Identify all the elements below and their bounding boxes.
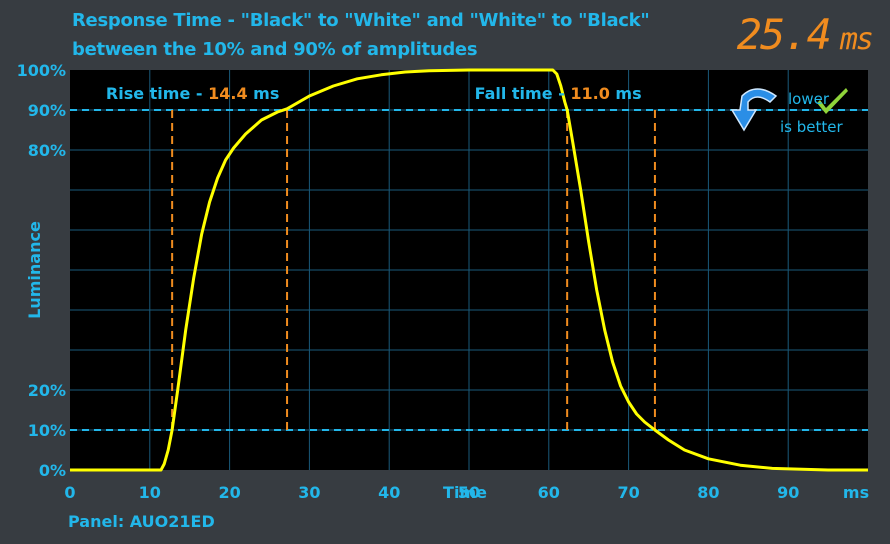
- x-axis-label: Time: [443, 483, 487, 502]
- transition-markers: [171, 110, 656, 430]
- x-tick-label: 30: [298, 483, 320, 502]
- chart-title-line-2: between the 10% and 90% of amplitudes: [72, 39, 478, 60]
- fall-time-value: 11.0: [570, 84, 609, 103]
- y-tick-label: 100%: [17, 61, 66, 80]
- rise-time-label: Rise time -: [106, 84, 208, 103]
- lower-is-better-badge: lower is better: [730, 88, 848, 136]
- luminance-curve: [70, 68, 868, 472]
- x-tick-label: 60: [538, 483, 560, 502]
- chart-title-line-1: Response Time - "Black" to "White" and "…: [72, 10, 650, 31]
- y-tick-label: 90%: [28, 101, 66, 120]
- x-tick-label: 10: [139, 483, 161, 502]
- x-tick-label: 40: [378, 483, 400, 502]
- fall-time-label: Fall time -: [475, 84, 571, 103]
- x-tick-label: 0: [64, 483, 75, 502]
- y-axis-ticks: 0% 10% 20% 80% 90% 100%: [17, 61, 66, 480]
- total-response-value: 25.4: [736, 10, 832, 59]
- y-axis-label: Luminance: [25, 221, 44, 319]
- y-tick-label: 0%: [39, 461, 66, 480]
- x-tick-label: 50: [458, 483, 480, 502]
- x-tick-label: 80: [697, 483, 719, 502]
- x-tick-label: 20: [218, 483, 240, 502]
- y-tick-label: 10%: [28, 421, 66, 440]
- x-axis-unit: ms: [843, 483, 869, 502]
- x-tick-label: 70: [617, 483, 639, 502]
- fall-time-annotation: Fall time - 11.0 ms: [475, 84, 642, 103]
- badge-line-1: lower: [788, 90, 830, 108]
- x-tick-label: 90: [777, 483, 799, 502]
- rise-time-annotation: Rise time - 14.4 ms: [106, 84, 279, 103]
- total-response-time: 25.4 ms: [736, 10, 874, 59]
- badge-line-2: is better: [780, 118, 843, 136]
- rise-time-unit: ms: [248, 84, 280, 103]
- y-tick-label: 20%: [28, 381, 66, 400]
- checkmark-icon: [817, 88, 848, 114]
- total-response-unit: ms: [839, 22, 874, 57]
- x-axis-ticks: 0 10 20 30 40 50 60 70 80 90: [64, 483, 799, 502]
- y-tick-label: 80%: [28, 141, 66, 160]
- fall-time-unit: ms: [610, 84, 642, 103]
- rise-time-value: 14.4: [208, 84, 247, 103]
- panel-label: Panel: AUO21ED: [68, 512, 215, 531]
- arrow-down-icon: [730, 88, 778, 132]
